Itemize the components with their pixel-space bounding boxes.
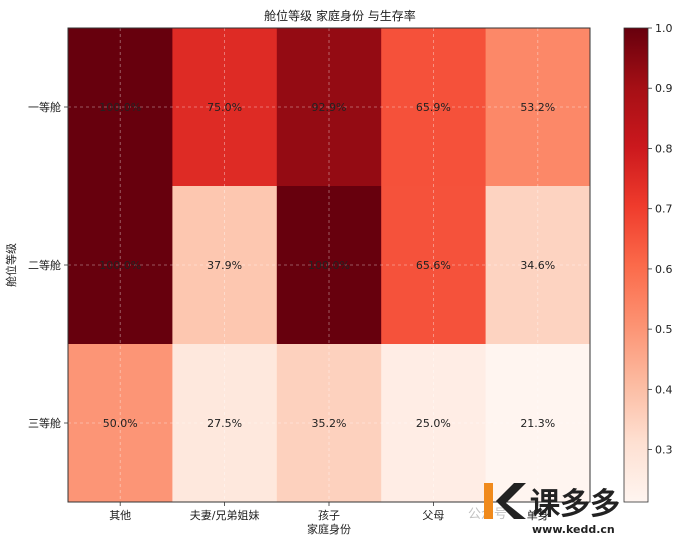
x-tick-label: 单身 [527,508,549,522]
brand-url: www.kedd.cn [532,523,615,536]
heatmap-cell [276,186,382,345]
cell-value-label: 100.0% [308,259,350,272]
cell-value-label: 27.5% [207,417,242,430]
y-tick-label: 二等舱 [28,258,61,272]
y-tick-label: 一等舱 [28,100,61,114]
x-axis-label: 家庭身份 [307,522,351,536]
colorbar [623,27,649,503]
cell-value-label: 50.0% [103,417,138,430]
grid-lines [68,28,590,502]
cell-value-label: 35.2% [312,417,347,430]
cell-value-label: 25.0% [416,417,451,430]
x-tick-label: 其他 [109,509,131,522]
colorbar-tick-label: 0.3 [655,444,673,457]
cell-value-label: 75.0% [207,101,242,114]
cell-value-label: 92.9% [312,101,347,114]
chart-title: 舱位等级 家庭身份 与生存率 [264,8,416,23]
x-tick-label: 父母 [422,509,444,522]
x-tick-label: 夫妻/兄弟姐妹 [190,508,260,522]
heatmap-cell [276,344,382,503]
colorbar-ticks: 0.3 0.4 0.5 0.6 0.7 0.8 0.9 1.0 [648,22,673,457]
heatmap-cell [485,28,591,187]
cell-labels: 100.0% 75.0% 92.9% 65.9% 53.2% 100.0% 37.9% 100… [99,101,555,430]
heatmap-cells [68,28,591,503]
heatmap-cell [68,186,173,345]
colorbar-tick-label: 0.7 [655,203,673,216]
cell-value-label: 37.9% [207,259,242,272]
heatmap-cell [68,28,173,187]
cell-value-label: 65.9% [416,101,451,114]
x-tick-labels: 其他 夫妻/兄弟姐妹 孩子 父母 单身 [109,502,549,522]
cell-value-label: 53.2% [520,101,555,114]
x-tick-label: 孩子 [318,509,340,522]
heatmap-cell [381,344,487,503]
heatmap-cell [172,344,278,503]
heatmap-cell [172,186,278,345]
colorbar-tick-label: 0.6 [655,263,673,276]
colorbar-tick-label: 0.9 [655,82,673,95]
colorbar-tick-label: 0.8 [655,142,673,155]
brand-logo: 课多多 www.kedd.cn [484,483,620,536]
heatmap-cell [485,344,591,503]
cell-value-label: 34.6% [520,259,555,272]
heatmap-cell [172,28,278,187]
heatmap-cell [381,186,487,345]
cell-value-label: 65.6% [416,259,451,272]
brand-name: 课多多 [530,487,620,522]
y-axis-label: 舱位等级 [4,243,18,287]
cell-value-label: 21.3% [520,417,555,430]
heatmap-cell [485,186,591,345]
cell-value-label: 100.0% [99,259,141,272]
y-tick-label: 三等舱 [28,416,61,430]
colorbar-tick-label: 1.0 [655,22,673,35]
heatmap-cell [381,28,487,187]
heatmap-cell [276,28,382,187]
cell-value-label: 100.0% [99,101,141,114]
watermark: 公众号 课多多 www.kedd.cn [468,483,620,536]
heatmap-cell [68,344,173,503]
colorbar-tick-label: 0.5 [655,323,673,336]
colorbar-tick-label: 0.4 [655,383,673,396]
